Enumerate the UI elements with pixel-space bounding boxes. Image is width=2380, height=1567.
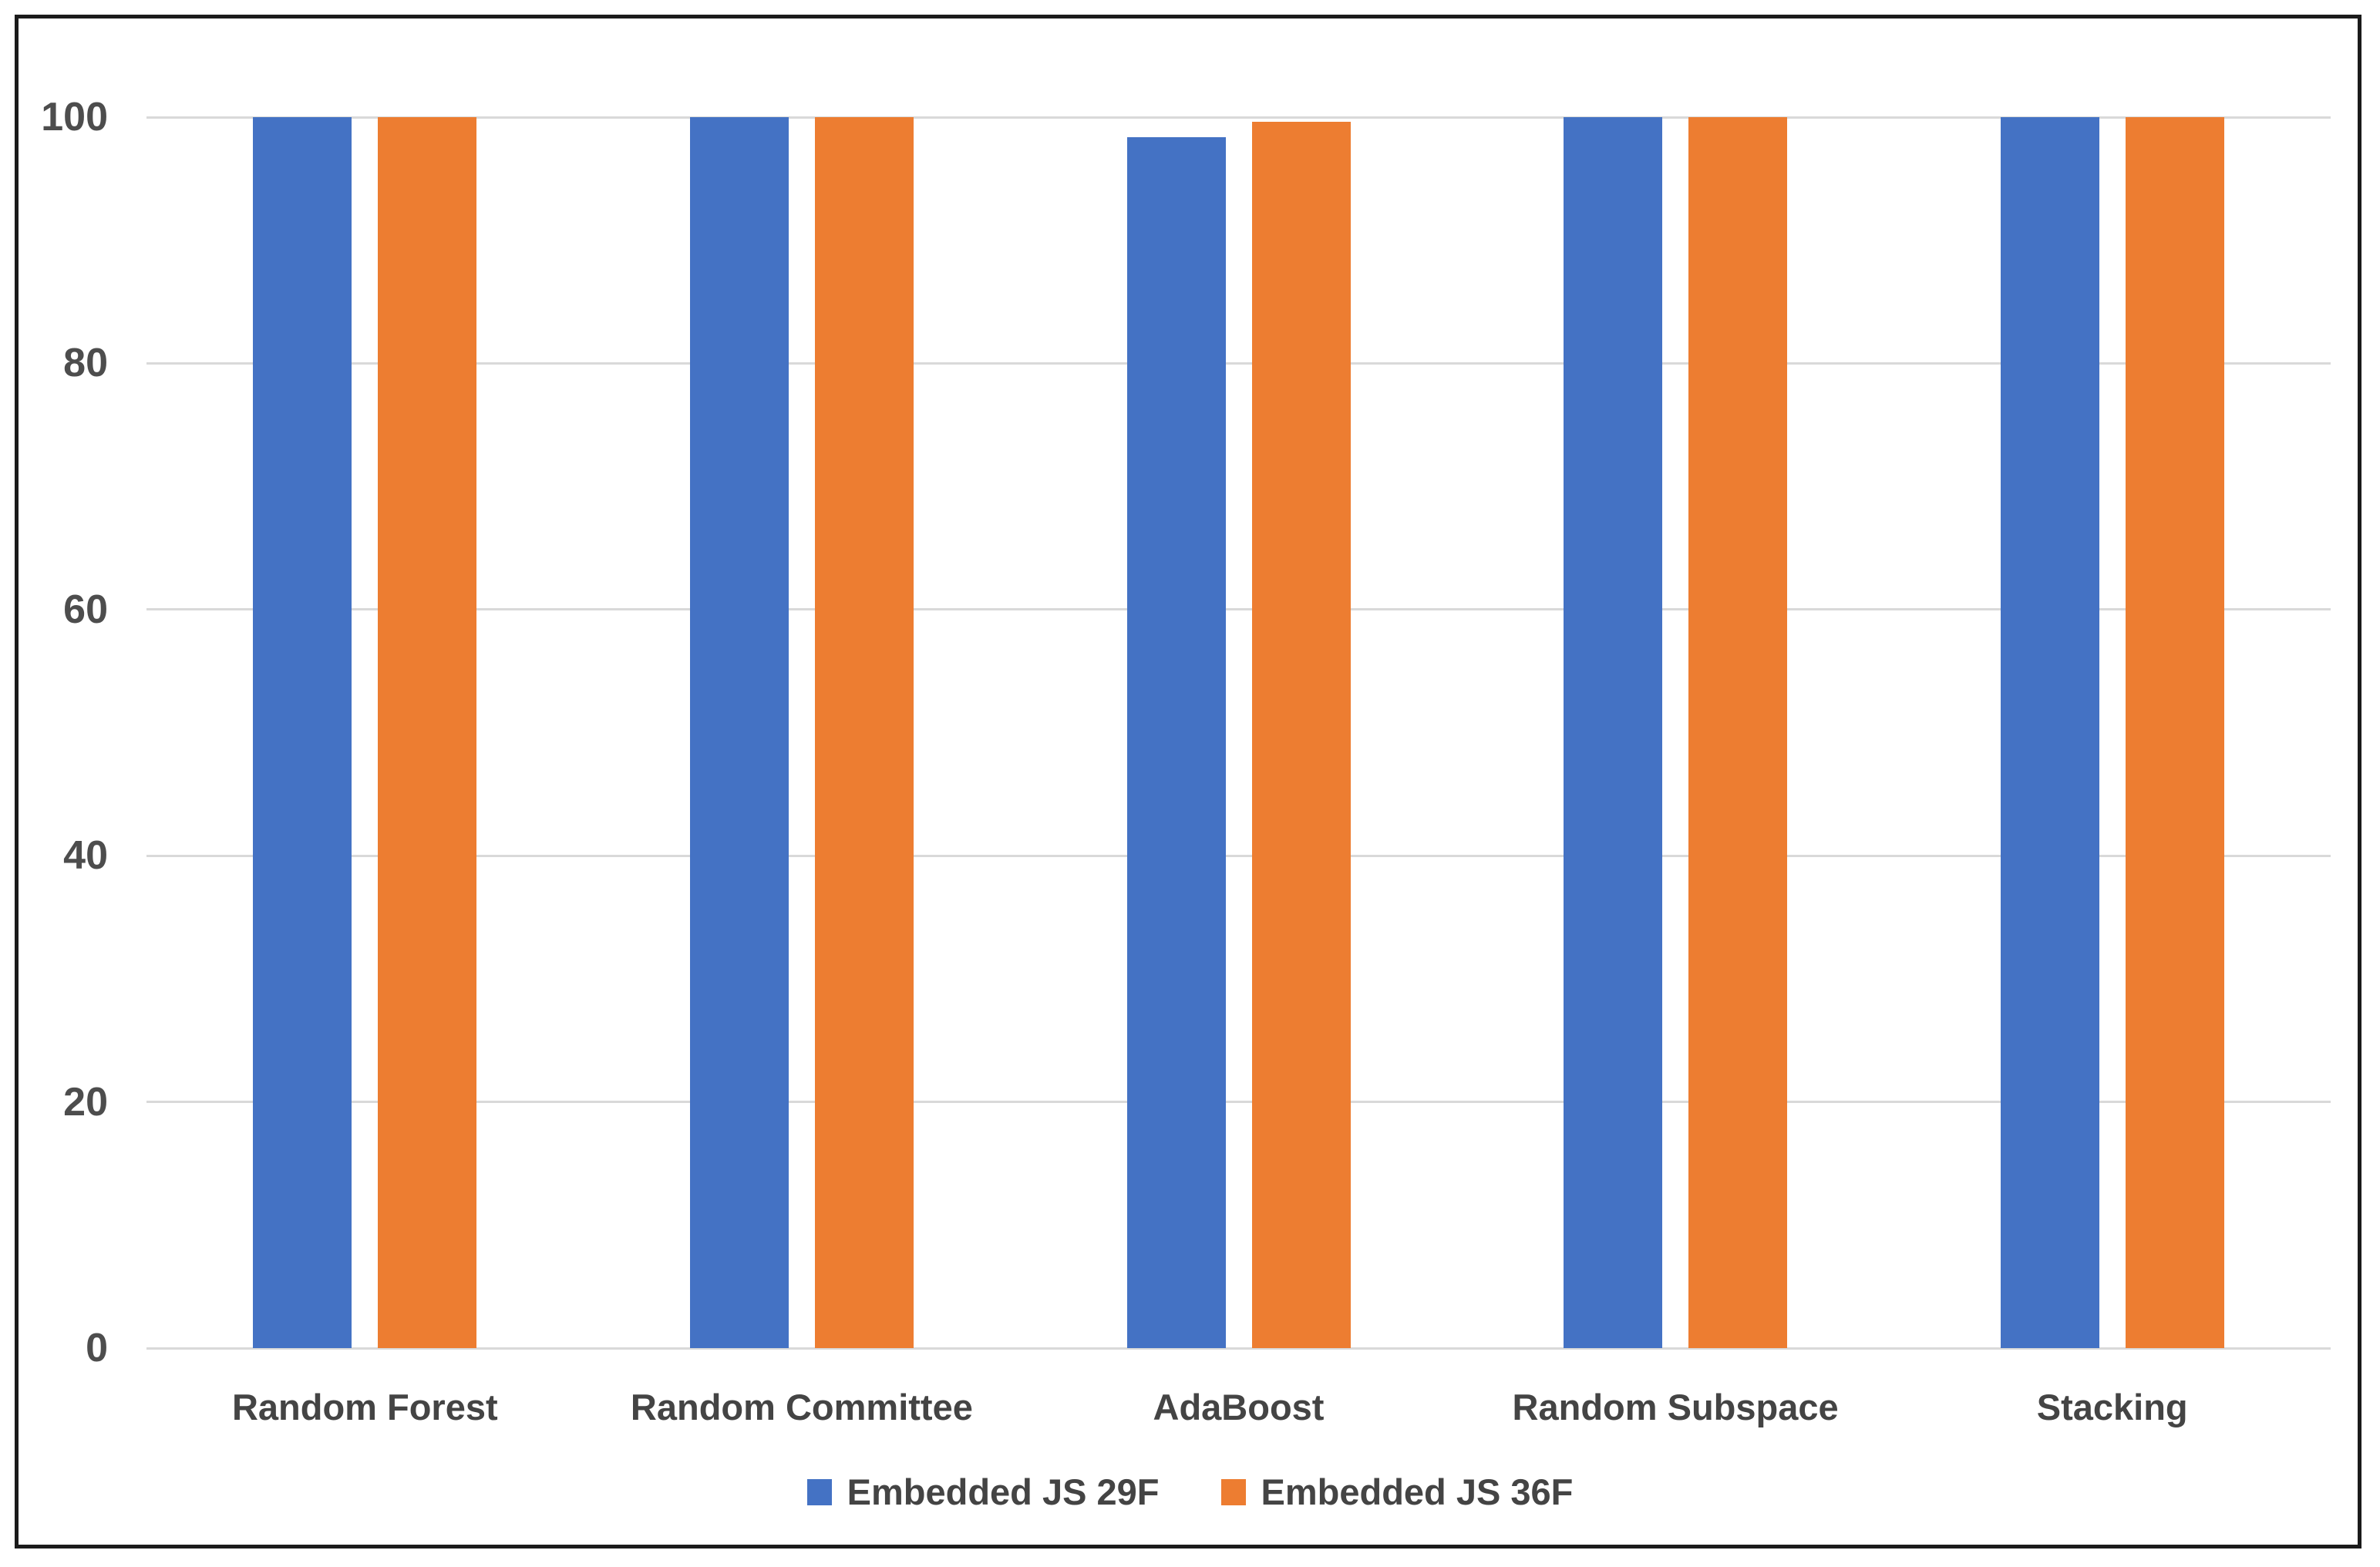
y-axis-tick-label: 60 bbox=[63, 587, 108, 632]
x-axis-category-label: Stacking bbox=[2036, 1387, 2188, 1427]
bar-random-forest-series-0 bbox=[253, 117, 352, 1348]
legend-label: Embedded JS 29F bbox=[847, 1471, 1160, 1512]
y-axis-tick-label: 100 bbox=[41, 95, 108, 140]
bar-random-subspace-series-1 bbox=[1688, 117, 1788, 1348]
legend-item-0: Embedded JS 29F bbox=[806, 1471, 1160, 1512]
bar-random-committee-series-1 bbox=[814, 117, 914, 1348]
gridline-y-80 bbox=[146, 361, 2331, 365]
gridline-y-100 bbox=[146, 116, 2331, 119]
legend-swatch-icon bbox=[806, 1479, 832, 1505]
gridline-y-20 bbox=[146, 1101, 2331, 1104]
y-axis-tick-label: 0 bbox=[86, 1326, 108, 1370]
x-axis-category-label: Random Forest bbox=[231, 1387, 498, 1427]
legend-label: Embedded JS 36F bbox=[1261, 1471, 1574, 1512]
gridline-y-40 bbox=[146, 854, 2331, 857]
chart-legend: Embedded JS 29F Embedded JS 36F bbox=[0, 1467, 2380, 1518]
y-axis-tick-label: 80 bbox=[63, 341, 108, 386]
legend-swatch-icon bbox=[1220, 1479, 1246, 1505]
bar-adaboost-series-0 bbox=[1126, 136, 1226, 1348]
gridline-y-0 bbox=[146, 1347, 2331, 1350]
bar-stacking-series-0 bbox=[2000, 117, 2099, 1348]
x-axis-category-label: Random Committee bbox=[630, 1387, 973, 1427]
y-axis-tick-label: 20 bbox=[63, 1079, 108, 1125]
chart-border-frame bbox=[15, 15, 2361, 1549]
gridline-y-60 bbox=[146, 608, 2331, 611]
bar-stacking-series-1 bbox=[2125, 117, 2224, 1348]
bar-random-committee-series-0 bbox=[689, 117, 789, 1348]
bar-random-forest-series-1 bbox=[378, 117, 477, 1348]
y-axis-tick-label: 40 bbox=[63, 833, 108, 879]
legend-item-1: Embedded JS 36F bbox=[1220, 1471, 1574, 1512]
x-axis-category-label: AdaBoost bbox=[1153, 1387, 1325, 1427]
bar-adaboost-series-1 bbox=[1251, 122, 1351, 1348]
bar-random-subspace-series-0 bbox=[1564, 117, 1663, 1348]
x-axis-category-label: Random Subspace bbox=[1512, 1387, 1839, 1427]
